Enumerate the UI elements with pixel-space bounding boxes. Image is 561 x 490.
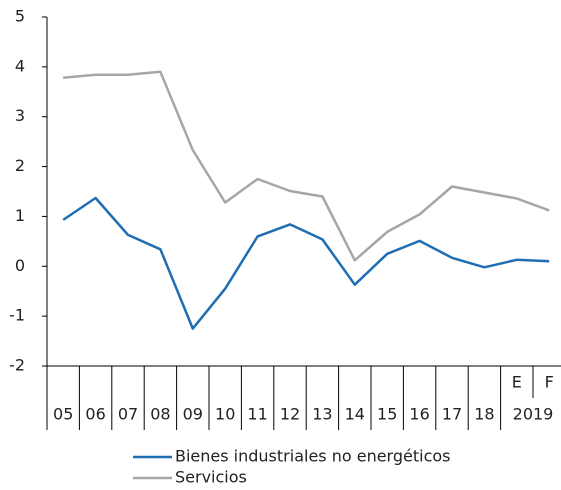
y-tick-label: 1 xyxy=(15,206,25,225)
x-tick-label: 12 xyxy=(280,405,300,424)
x-tick-label: 05 xyxy=(53,405,73,424)
y-tick-label: 5 xyxy=(15,7,25,26)
legend-label: Bienes industriales no energéticos xyxy=(175,447,450,466)
series-line xyxy=(62,196,550,330)
x-tick-label: 09 xyxy=(183,405,203,424)
x-tick-label: 17 xyxy=(442,405,462,424)
y-tick-label: 3 xyxy=(15,106,25,125)
x-tick-label: 15 xyxy=(377,405,397,424)
y-tick-label: -1 xyxy=(9,306,25,325)
x-tick-label: 11 xyxy=(247,405,267,424)
x-tick-label: 14 xyxy=(345,405,365,424)
x-tick-label: 18 xyxy=(474,405,494,424)
x-tick-label: 13 xyxy=(312,405,332,424)
x-tick-label: E xyxy=(512,373,522,392)
x-tick-label: 16 xyxy=(409,405,429,424)
x-tick-label: 10 xyxy=(215,405,235,424)
x-group-label: 2019 xyxy=(513,405,554,424)
x-tick-label: 08 xyxy=(150,405,170,424)
y-tick-label: 0 xyxy=(15,256,25,275)
x-tick-label: 07 xyxy=(118,405,138,424)
x-tick-label: F xyxy=(545,373,554,392)
y-tick-label: 2 xyxy=(15,156,25,175)
x-tick-label: 06 xyxy=(85,405,105,424)
y-tick-label: -2 xyxy=(9,356,25,375)
series-line xyxy=(63,70,550,262)
y-tick-label: 4 xyxy=(15,56,25,75)
legend-label: Servicios xyxy=(175,468,247,487)
